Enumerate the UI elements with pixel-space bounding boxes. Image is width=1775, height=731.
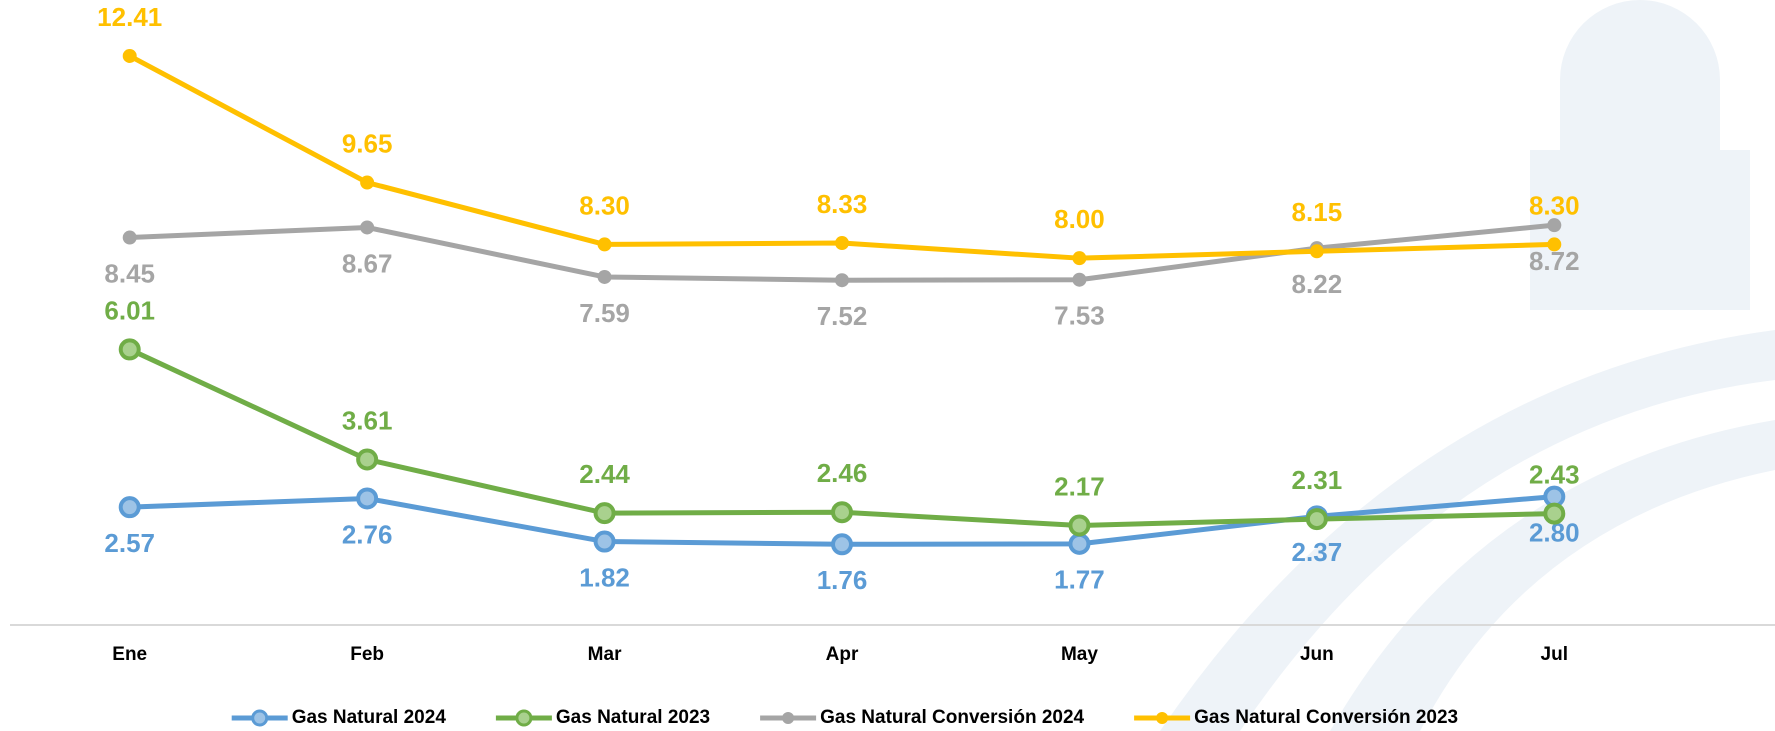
data-point <box>1547 237 1561 251</box>
data-point <box>1308 510 1326 528</box>
x-tick-label: Apr <box>826 644 859 665</box>
data-point <box>598 270 612 284</box>
x-tick-label: May <box>1061 644 1098 665</box>
data-point <box>123 231 137 245</box>
watermark-dome <box>1560 0 1720 150</box>
legend-label: Gas Natural 2023 <box>556 707 710 728</box>
legend-marker <box>517 711 531 725</box>
data-point <box>1310 244 1324 258</box>
data-point <box>121 340 139 358</box>
data-label: 2.17 <box>1054 471 1105 501</box>
data-label: 8.15 <box>1292 197 1343 227</box>
data-label: 1.77 <box>1054 565 1105 595</box>
data-label: 2.43 <box>1529 459 1580 489</box>
watermark-arc <box>1160 330 1775 731</box>
data-point <box>833 503 851 521</box>
data-label: 8.30 <box>579 190 630 220</box>
x-tick-label: Feb <box>350 644 384 665</box>
data-label: 8.22 <box>1292 269 1343 299</box>
data-point <box>358 450 376 468</box>
data-label: 2.31 <box>1292 465 1343 495</box>
data-point <box>596 533 614 551</box>
data-label: 2.76 <box>342 519 393 549</box>
data-label: 2.46 <box>817 458 868 488</box>
page: Ene Feb Mar Apr May Jun Jul 2.57 2.76 1.82 1.76 1.7… <box>0 0 1775 731</box>
data-label: 8.67 <box>342 248 393 278</box>
legend-label: Gas Natural Conversión 2024 <box>820 707 1084 728</box>
data-point <box>1070 517 1088 535</box>
chart: Ene Feb Mar Apr May Jun Jul 2.57 2.76 1.82 1.76 1.7… <box>0 0 1775 731</box>
data-label: 2.57 <box>104 528 155 558</box>
data-point <box>358 489 376 507</box>
data-point <box>1070 535 1088 553</box>
data-point <box>596 504 614 522</box>
data-point <box>598 237 612 251</box>
data-point <box>123 49 137 63</box>
data-label: 8.33 <box>817 189 868 219</box>
data-label: 2.37 <box>1292 537 1343 567</box>
data-point <box>1545 505 1563 523</box>
data-label: 7.59 <box>579 298 630 328</box>
data-label: 1.82 <box>579 562 630 592</box>
x-tick-label: Jun <box>1300 644 1334 665</box>
x-tick-label: Ene <box>112 644 147 665</box>
data-label: 7.52 <box>817 301 868 331</box>
data-label: 1.76 <box>817 565 868 595</box>
data-point <box>833 535 851 553</box>
legend-marker <box>1156 712 1168 724</box>
data-label: 2.44 <box>579 459 630 489</box>
data-point <box>360 176 374 190</box>
watermark-building <box>1530 150 1750 310</box>
data-label: 7.53 <box>1054 301 1105 331</box>
data-point <box>121 498 139 516</box>
data-label: 8.00 <box>1054 204 1105 234</box>
legend: Gas Natural 2024 Gas Natural 2023 Gas Natu… <box>232 707 1458 728</box>
x-tick-label: Mar <box>588 644 622 665</box>
data-point <box>835 236 849 250</box>
data-point <box>835 273 849 287</box>
watermark <box>1160 0 1775 731</box>
data-label: 12.41 <box>97 2 162 32</box>
legend-label: Gas Natural Conversión 2023 <box>1194 707 1458 728</box>
data-label: 6.01 <box>104 295 155 325</box>
legend-marker <box>782 712 794 724</box>
data-label: 9.65 <box>342 128 393 158</box>
data-label: 8.45 <box>104 258 155 288</box>
legend-marker <box>253 711 267 725</box>
data-point <box>1072 273 1086 287</box>
data-label: 8.30 <box>1529 190 1580 220</box>
data-label: 3.61 <box>342 405 393 435</box>
data-point <box>360 220 374 234</box>
x-tick-label: Jul <box>1541 644 1568 665</box>
data-point <box>1072 251 1086 265</box>
legend-label: Gas Natural 2024 <box>292 707 447 728</box>
